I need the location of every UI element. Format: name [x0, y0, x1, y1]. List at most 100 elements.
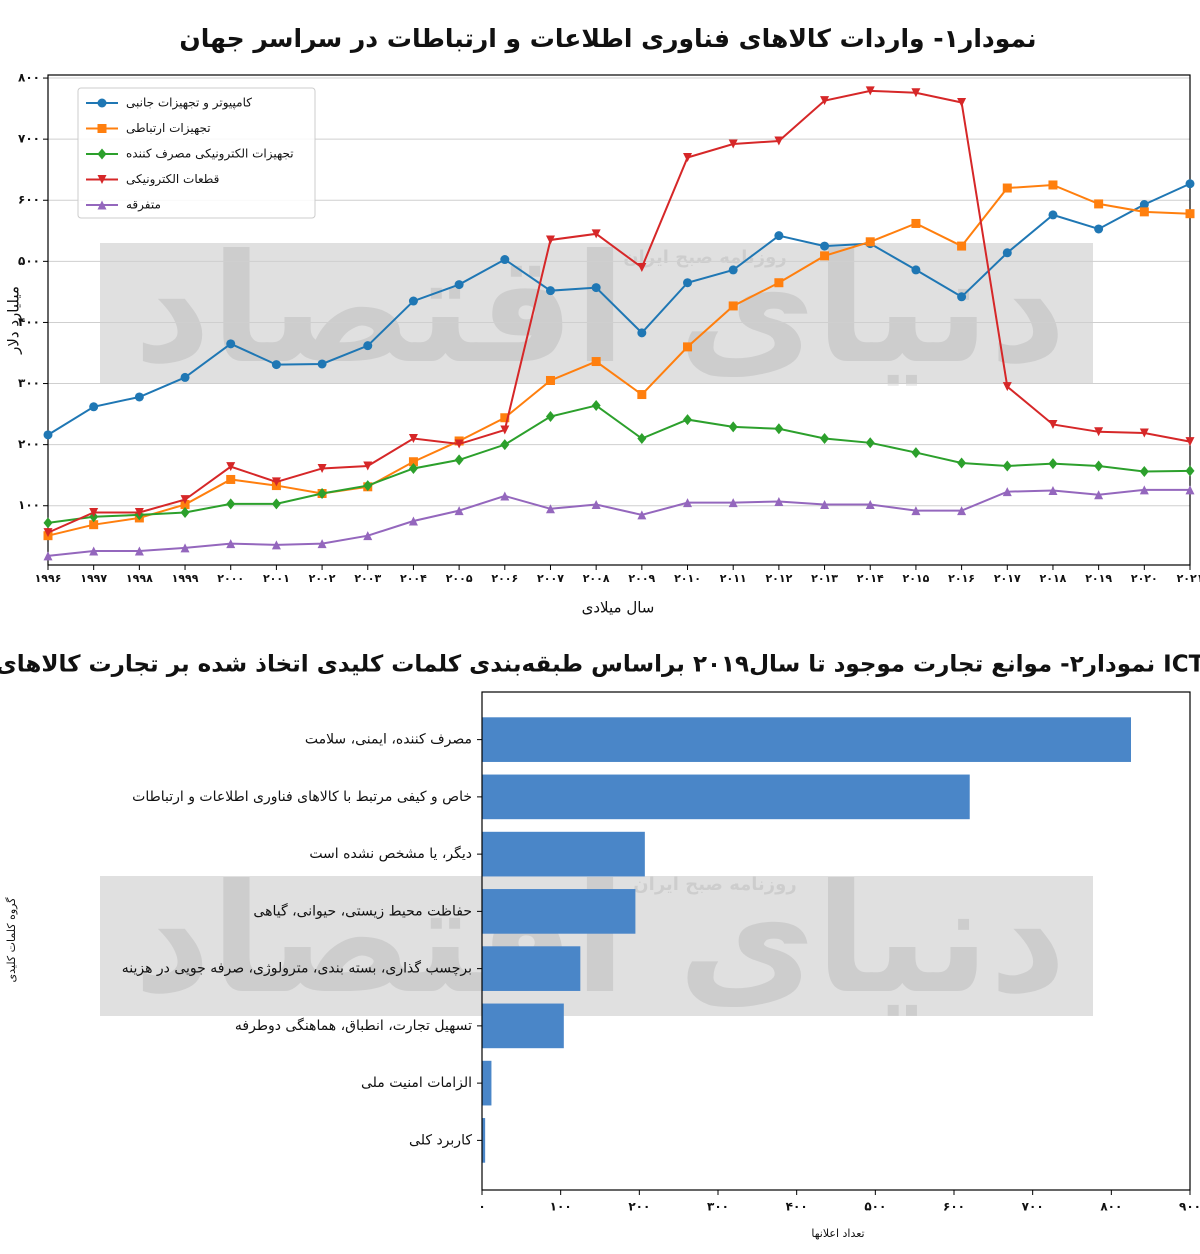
marker — [180, 495, 190, 505]
watermark-caption: روزنامه صبح ایران — [623, 247, 786, 268]
marker — [774, 278, 784, 288]
marker — [637, 262, 647, 272]
marker — [683, 498, 693, 508]
marker — [1185, 465, 1195, 477]
marker — [1002, 248, 1012, 258]
marker — [957, 292, 967, 302]
marker — [591, 357, 601, 367]
marker — [180, 372, 190, 382]
marker — [820, 433, 830, 445]
marker — [271, 360, 281, 370]
y-tick-label: ۸۰۰ — [18, 71, 40, 85]
marker — [1002, 382, 1012, 392]
bar — [482, 1003, 564, 1049]
marker — [89, 520, 99, 530]
chart-title: نمودار۲- موانع تجارت موجود تا سال۲۰۱۹ بر… — [0, 652, 1200, 678]
marker — [408, 296, 418, 306]
marker — [911, 506, 921, 516]
x-tick-label: ۲۰۱۳ — [811, 572, 838, 585]
legend-label: متفرقه — [126, 198, 161, 213]
y-tick-label: کاربرد کلی — [409, 1132, 472, 1148]
y-axis-label: میلیارد دلار — [5, 286, 23, 355]
marker — [226, 339, 236, 349]
y-tick-label: تسهیل تجارت، انطباق، هماهنگی دوطرفه — [235, 1017, 472, 1034]
marker — [271, 477, 281, 487]
marker — [591, 283, 601, 293]
series-line — [47, 183, 1191, 537]
marker — [545, 504, 555, 514]
marker — [1048, 210, 1058, 220]
y-tick-label: برچسب گذاری، بسته بندی، مترولوژی، صرفه ج… — [122, 960, 472, 977]
marker — [43, 528, 53, 538]
series-line — [47, 182, 1191, 436]
marker — [728, 265, 738, 275]
y-tick-label: ۵۰۰ — [18, 254, 40, 268]
bar — [482, 1060, 492, 1106]
marker — [271, 498, 281, 510]
watermark-logo: دنیای اقتصاد — [134, 853, 1067, 1027]
x-tick-label: ۲۰۱۴ — [857, 572, 884, 585]
x-tick-label: ۲۰۰ — [628, 1200, 650, 1214]
x-tick-label: ۱۹۹۹ — [172, 572, 199, 585]
marker — [545, 375, 555, 385]
marker — [728, 139, 738, 149]
x-tick-label: ۱۹۹۷ — [80, 572, 107, 585]
x-tick-label: ۱۰۰ — [550, 1200, 572, 1214]
x-tick-label: ۳۰۰ — [707, 1200, 729, 1214]
y-tick-label: دیگر، یا مشخص نشده است — [309, 845, 472, 862]
x-tick-label: ۲۰۰۵ — [446, 572, 473, 585]
marker — [774, 423, 784, 435]
marker — [591, 229, 601, 239]
x-tick-label: ۲۰۰۴ — [400, 572, 427, 585]
x-tick-label: ۱۹۹۶ — [35, 572, 62, 585]
marker — [363, 461, 373, 471]
marker — [545, 235, 555, 245]
x-tick-label: ۲۰۱۰ — [674, 572, 701, 585]
marker — [1094, 224, 1104, 234]
marker — [591, 500, 601, 510]
marker — [363, 480, 373, 492]
marker — [363, 531, 373, 541]
marker — [180, 543, 190, 553]
x-tick-label: ۲۰۰۹ — [628, 572, 655, 585]
bar — [482, 1118, 486, 1163]
marker — [683, 414, 693, 426]
x-tick-label: ۷۰۰ — [1022, 1200, 1044, 1214]
y-tick-label: ۳۰۰ — [18, 376, 40, 390]
y-tick-label: ۴۰۰ — [18, 315, 40, 329]
y-tick-label: ۱۰۰ — [18, 498, 40, 512]
marker — [1002, 183, 1012, 193]
marker — [637, 510, 647, 520]
marker — [500, 425, 510, 435]
y-tick-label: ۶۰۰ — [18, 193, 40, 207]
marker — [1185, 179, 1195, 189]
marker — [683, 278, 693, 288]
marker — [97, 148, 107, 160]
bar — [482, 831, 645, 877]
marker — [134, 546, 144, 556]
marker — [408, 462, 418, 474]
marker — [363, 341, 373, 351]
marker — [454, 439, 464, 449]
series-line — [47, 404, 1191, 524]
marker — [1139, 428, 1149, 438]
marker — [317, 463, 327, 473]
marker — [89, 402, 99, 412]
marker — [683, 342, 693, 352]
marker — [500, 413, 510, 423]
marker — [1139, 200, 1149, 210]
marker — [774, 496, 784, 506]
marker — [1048, 419, 1058, 429]
marker — [637, 390, 647, 400]
marker — [591, 400, 601, 412]
marker — [1094, 427, 1104, 437]
bar — [482, 889, 636, 934]
marker — [728, 498, 738, 508]
bar — [482, 774, 970, 820]
legend-label: کامپیوتر و تجهیزات جانبی — [126, 96, 252, 111]
marker — [317, 539, 327, 549]
marker — [1048, 180, 1058, 190]
marker — [1094, 460, 1104, 472]
bar — [482, 946, 581, 991]
marker — [97, 175, 107, 184]
